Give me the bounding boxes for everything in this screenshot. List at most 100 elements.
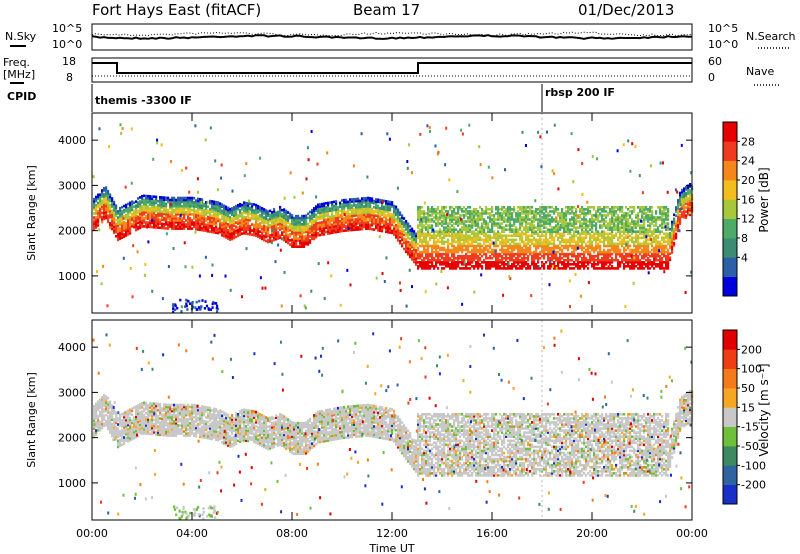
scatter-cell [481, 218, 484, 221]
scatter-cell [637, 248, 640, 252]
scatter-cell [173, 200, 176, 204]
scatter-cell [343, 198, 346, 202]
scatter-cell [143, 225, 146, 228]
scatter-cell [643, 250, 646, 254]
scatter-cell [627, 242, 630, 246]
scatter-cell [137, 219, 140, 223]
scatter-cell [573, 224, 576, 227]
scatter-cell [169, 217, 172, 220]
scatter-cell [429, 254, 432, 258]
scatter-cell [525, 216, 528, 219]
scatter-cell [621, 222, 624, 225]
scatter-cell [227, 206, 230, 210]
scatter-cell [513, 232, 516, 236]
scatter-cell [631, 261, 634, 264]
scatter-cell [591, 256, 594, 260]
scatter-cell [517, 230, 520, 233]
scatter-cell [255, 209, 258, 213]
scatter-cell [357, 226, 360, 229]
scatter-cell [483, 212, 486, 215]
scatter-cell [545, 232, 548, 236]
scatter-cell [647, 210, 650, 213]
scatter-cell [419, 230, 422, 233]
scatter-cell [593, 250, 596, 254]
scatter-cell [497, 212, 500, 215]
scatter-cell [145, 215, 148, 218]
scatter-cell [513, 258, 516, 262]
scatter-cell [483, 232, 486, 236]
scatter-cell [615, 218, 618, 221]
scatter-cell [499, 265, 502, 268]
scatter-cell [395, 228, 398, 231]
scatter-cell [573, 218, 576, 221]
scatter-cell [643, 261, 646, 264]
scatter-cell [207, 209, 210, 213]
scatter-cell [205, 209, 208, 212]
scatter-cell [533, 218, 536, 221]
scatter-cell [201, 198, 204, 201]
scatter-cell [467, 250, 470, 254]
scatter-cell [419, 244, 422, 248]
scatter-cell [609, 261, 612, 264]
scatter-cell [97, 213, 100, 217]
scatter-cell [435, 224, 438, 227]
scatter-cell [361, 213, 364, 217]
scatter-cell [511, 265, 514, 268]
scatter-cell [545, 230, 548, 233]
scatter-cell [333, 200, 336, 204]
scatter-cell [299, 243, 302, 246]
scatter-cell [353, 202, 356, 205]
scatter-cell [255, 203, 258, 207]
scatter-cell [317, 211, 320, 215]
scatter-cell [633, 248, 636, 252]
scatter-cell [495, 263, 498, 266]
scatter-cell [423, 267, 426, 270]
scatter-cell [519, 238, 522, 242]
scatter-cell [163, 200, 166, 203]
scatter-cell [377, 206, 380, 210]
scatter-cell [455, 222, 458, 225]
scatter-cell [185, 202, 188, 206]
scatter-cell [637, 244, 640, 248]
scatter-cell [219, 230, 222, 234]
scatter-cell [159, 222, 162, 226]
scatter-cell [639, 236, 642, 240]
scatter-cell [553, 248, 556, 252]
scatter-cell [529, 244, 532, 248]
scatter-cell [573, 230, 576, 233]
scatter-cell [517, 248, 520, 252]
scatter-cell [219, 226, 222, 230]
scatter-cell [197, 199, 200, 203]
scatter-cell [455, 206, 458, 209]
scatter-cell [197, 220, 200, 223]
scatter-cell [219, 206, 222, 209]
scatter-cell [507, 224, 510, 227]
scatter-cell [101, 205, 104, 209]
scatter-cell [153, 213, 156, 217]
scatter-cell [423, 216, 426, 219]
scatter-cell [487, 244, 490, 248]
scatter-cell [255, 224, 258, 227]
scatter-cell [359, 203, 362, 207]
scatter-cell [433, 234, 436, 238]
scatter-cell [581, 222, 584, 225]
scatter-cell [639, 232, 642, 236]
scatter-cell [209, 218, 212, 221]
scatter-cell [311, 217, 314, 220]
scatter-cell [629, 228, 632, 231]
scatter-cell [431, 263, 434, 266]
scatter-cell [107, 192, 110, 195]
scatter-cell [385, 204, 388, 207]
scatter-cell [471, 232, 474, 236]
scatter-cell [521, 261, 524, 264]
scatter-cell [291, 218, 294, 221]
scatter-cell [321, 221, 324, 224]
scatter-cell [611, 210, 614, 213]
scatter-cell [419, 222, 422, 225]
scatter-cell [443, 256, 446, 260]
scatter-cell [351, 220, 354, 224]
scatter-cell [329, 219, 332, 223]
scatter-cell [581, 256, 584, 260]
scatter-cell [651, 234, 654, 238]
scatter-cell [151, 221, 154, 225]
